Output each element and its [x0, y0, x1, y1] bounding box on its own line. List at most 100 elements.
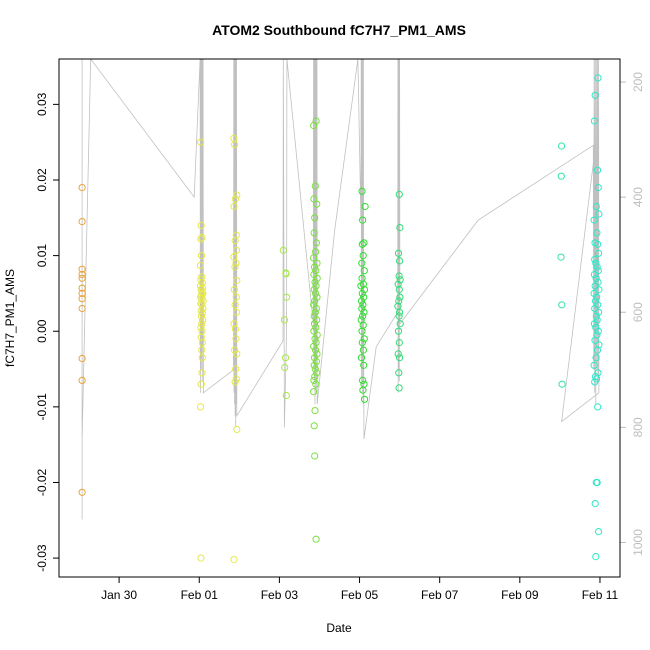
data-point — [358, 240, 366, 248]
right-tick-label: 800 — [631, 417, 645, 437]
data-point — [594, 267, 602, 275]
data-point — [360, 239, 368, 247]
data-point — [592, 259, 600, 267]
data-point — [311, 297, 319, 305]
data-point — [197, 323, 205, 332]
data-point — [558, 301, 566, 309]
data-point — [231, 378, 239, 386]
data-point — [590, 320, 599, 328]
data-point — [595, 308, 603, 316]
data-point — [197, 221, 205, 229]
data-point — [231, 346, 239, 354]
data-point — [230, 320, 238, 328]
data-point — [78, 295, 86, 303]
data-point — [199, 289, 207, 297]
data-point — [591, 336, 599, 344]
plot-frame — [58, 58, 621, 578]
data-point — [592, 354, 600, 362]
data-point — [558, 380, 566, 388]
data-point — [313, 274, 321, 282]
data-point — [311, 308, 319, 316]
y-axis-label: fC7H7_PM1_AMS — [3, 269, 17, 367]
data-point — [359, 386, 367, 394]
data-point — [359, 346, 367, 354]
data-point — [311, 278, 319, 286]
data-point — [591, 500, 599, 508]
right-tick-label: 600 — [631, 302, 645, 322]
data-point — [312, 282, 320, 290]
data-point — [357, 297, 366, 305]
data-point — [230, 556, 238, 564]
data-point — [593, 229, 601, 237]
data-point — [313, 293, 321, 301]
data-point — [78, 354, 86, 363]
data-point — [310, 342, 318, 350]
data-point — [591, 282, 599, 290]
data-point — [396, 308, 404, 316]
data-point — [312, 248, 320, 256]
data-point — [78, 184, 86, 192]
data-point — [198, 320, 206, 328]
data-point — [360, 395, 369, 403]
right-tick-label: 200 — [631, 72, 645, 92]
data-point — [310, 229, 318, 237]
data-point — [590, 270, 599, 279]
data-point — [197, 554, 205, 562]
data-point — [310, 286, 318, 294]
y-tick-label: -0.01 — [35, 393, 49, 421]
data-point — [594, 240, 602, 248]
data-point — [311, 214, 319, 222]
data-point — [359, 312, 367, 320]
x-axis-label: Date — [326, 621, 352, 635]
data-point — [197, 252, 206, 260]
data-point — [231, 263, 239, 271]
data-point — [358, 289, 366, 297]
data-point — [593, 263, 601, 271]
data-point — [198, 346, 206, 354]
data-point — [591, 297, 600, 305]
data-point — [590, 117, 599, 125]
data-point — [360, 335, 368, 343]
data-point — [557, 253, 565, 261]
data-point — [595, 210, 603, 218]
data-point — [78, 488, 86, 496]
data-point — [591, 378, 599, 386]
data-point — [312, 323, 320, 332]
data-point — [593, 478, 601, 487]
data-point — [592, 553, 600, 561]
data-point — [232, 259, 240, 267]
data-point — [313, 369, 321, 377]
data-point — [395, 272, 403, 280]
data-point — [313, 200, 321, 208]
data-point — [594, 327, 602, 335]
data-point — [199, 284, 207, 292]
data-point — [396, 354, 404, 362]
data-point — [394, 249, 403, 257]
data-point — [78, 376, 86, 384]
data-point — [232, 308, 241, 316]
right-tick-label: 400 — [631, 187, 645, 207]
data-point — [312, 289, 320, 297]
data-point — [233, 191, 241, 199]
data-point — [280, 316, 288, 324]
data-point — [198, 369, 206, 377]
data-point — [312, 380, 320, 388]
data-point — [360, 293, 368, 301]
data-point — [232, 365, 240, 373]
x-tick-label: Feb 05 — [341, 588, 379, 602]
data-point — [310, 354, 319, 362]
data-point — [360, 361, 368, 369]
data-point — [197, 312, 206, 320]
data-point — [591, 91, 599, 99]
data-point — [358, 327, 366, 335]
data-point — [311, 452, 319, 460]
data-point — [197, 380, 205, 388]
data-point — [233, 350, 241, 358]
data-point — [395, 384, 403, 392]
data-point — [198, 233, 206, 242]
data-point — [593, 166, 602, 174]
data-point — [594, 403, 602, 411]
data-point — [310, 263, 319, 271]
data-point — [590, 216, 598, 224]
data-point — [310, 312, 318, 320]
